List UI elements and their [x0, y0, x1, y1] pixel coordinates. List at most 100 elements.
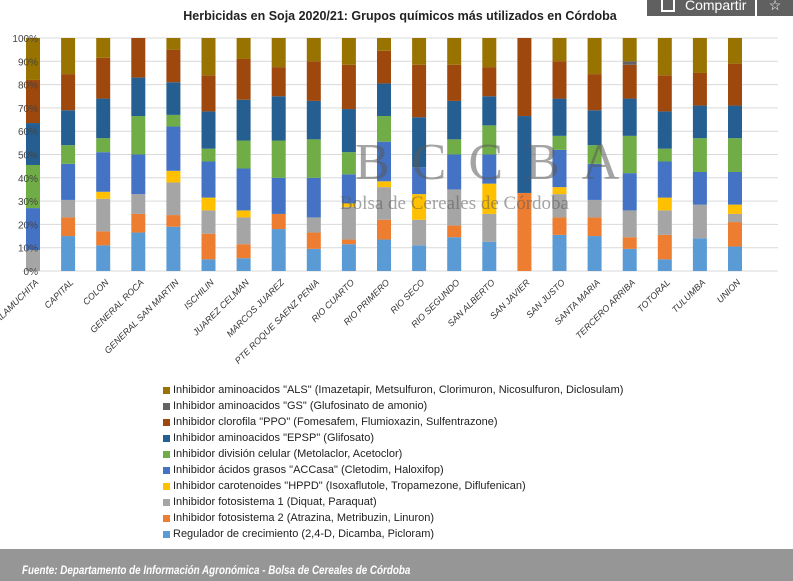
share-button[interactable]: Compartir: [647, 0, 755, 16]
source-text: Fuente: Departamento de Información Agro…: [22, 563, 411, 577]
y-tick-label: 20%: [18, 220, 38, 231]
bar-segment: [377, 187, 391, 220]
share-icon: [661, 0, 675, 12]
bar-segment: [306, 217, 321, 233]
bar-segment: [587, 74, 602, 111]
favorite-button[interactable]: ☆: [757, 0, 793, 16]
bar-segment: [692, 238, 707, 271]
bar-segment: [131, 38, 146, 78]
y-tick-label: 100%: [12, 34, 38, 45]
bar-segment: [552, 234, 567, 271]
bar-segment: [552, 98, 567, 136]
bar-segment: [728, 213, 742, 223]
bar-segment: [657, 148, 672, 162]
bar-segment: [61, 145, 76, 164]
bar-segment: [728, 222, 742, 247]
bar-segment: [377, 219, 391, 240]
bar-segment: [306, 232, 321, 249]
bar-segment: [271, 140, 286, 178]
bar-segment: [96, 191, 111, 199]
legend-label: Inhibidor carotenoides "HPPD" (Isoxaflut…: [173, 480, 526, 492]
bar-segment: [552, 149, 567, 188]
bar-segment: [131, 232, 146, 271]
bar-segment: [377, 239, 391, 271]
bar-segment: [692, 105, 707, 139]
bar-segment: [622, 98, 637, 136]
bar-segment: [341, 239, 356, 245]
stacked-bar-chart: Herbicidas en Soja 2020/21: Grupos quími…: [0, 9, 778, 366]
y-tick-label: 10%: [18, 244, 38, 255]
bar-segment: [622, 173, 637, 211]
bar-segment: [61, 199, 76, 218]
bar-segment: [447, 100, 462, 140]
bar-segment: [447, 237, 462, 271]
bar-segment: [657, 259, 672, 271]
bar-segment: [61, 163, 76, 200]
legend-item: Inhibidor división celular (Metolaclor, …: [163, 448, 402, 461]
bar-segment: [657, 75, 672, 112]
bar-segment: [377, 38, 391, 51]
legend-swatch: [163, 435, 170, 442]
bar-segment: [341, 38, 356, 65]
legend-item: Inhibidor fotosistema 2 (Atrazina, Metri…: [163, 512, 434, 525]
bar-segment: [552, 217, 567, 235]
bar-segment: [201, 161, 216, 198]
bar-segment: [657, 38, 672, 76]
bar-segment: [517, 192, 532, 271]
bar-segment: [306, 100, 321, 140]
legend-swatch: [163, 515, 170, 522]
x-tick-label: COLON: [81, 277, 111, 307]
bar-segment: [587, 110, 602, 146]
bar-segment: [692, 171, 707, 205]
bar-segment: [447, 189, 462, 226]
bar-segment: [692, 38, 707, 73]
legend-item: Inhibidor carotenoides "HPPD" (Isoxaflut…: [163, 480, 526, 493]
bar-segment: [622, 135, 637, 174]
bar-segment: [61, 236, 76, 271]
legend-label: Inhibidor aminoacidos "GS" (Glufosinato …: [173, 400, 428, 412]
bar-segment: [61, 217, 76, 237]
y-tick-label: 60%: [18, 127, 38, 138]
bar-segment: [306, 248, 321, 271]
bar-segment: [447, 225, 462, 238]
y-tick-label: 50%: [18, 151, 38, 162]
legend-swatch: [163, 483, 170, 490]
bar-segment: [201, 259, 216, 271]
bar-segment: [412, 64, 427, 118]
bar-segment: [517, 116, 532, 193]
bar-segment: [271, 229, 286, 271]
bar-segment: [201, 148, 216, 162]
bar-segment: [26, 250, 40, 271]
bar-segment: [482, 154, 497, 184]
bar-segment: [728, 246, 742, 271]
bar-segment: [271, 177, 286, 214]
bar-segment: [236, 38, 251, 59]
x-tick-label: TERCERO ARRIBA: [574, 277, 637, 340]
y-tick-label: 90%: [18, 57, 38, 68]
bar-segment: [131, 213, 146, 233]
bar-segment: [552, 187, 567, 195]
bar-segment: [96, 138, 111, 153]
bar-segment: [728, 63, 742, 106]
bar-segment: [377, 181, 391, 188]
bar-segment: [96, 57, 111, 99]
y-tick-label: 80%: [18, 81, 38, 92]
legend-item: Inhibidor aminoacidos "ALS" (Imazetapir,…: [163, 384, 623, 397]
legend-item: Inhibidor ácidos grasos "ACCasa" (Cletod…: [163, 464, 444, 477]
bar-segment: [622, 64, 637, 99]
bar-segment: [166, 226, 181, 271]
x-tick-label: GENERAL SAN MARTIN: [103, 277, 182, 356]
bar-segment: [728, 138, 742, 172]
legend-swatch: [163, 467, 170, 474]
bar-segment: [96, 152, 111, 192]
bar-segment: [166, 114, 181, 127]
legend-item: Inhibidor clorofila "PPO" (Fomesafem, Fl…: [163, 416, 498, 429]
bar-segment: [341, 206, 356, 240]
bar-segment: [166, 126, 181, 171]
bar-segment: [236, 99, 251, 141]
bar-segment: [482, 183, 497, 214]
bar-segment: [201, 210, 216, 234]
legend-swatch: [163, 451, 170, 458]
bar-segment: [166, 170, 181, 183]
x-tick-label: UNION: [715, 277, 743, 305]
